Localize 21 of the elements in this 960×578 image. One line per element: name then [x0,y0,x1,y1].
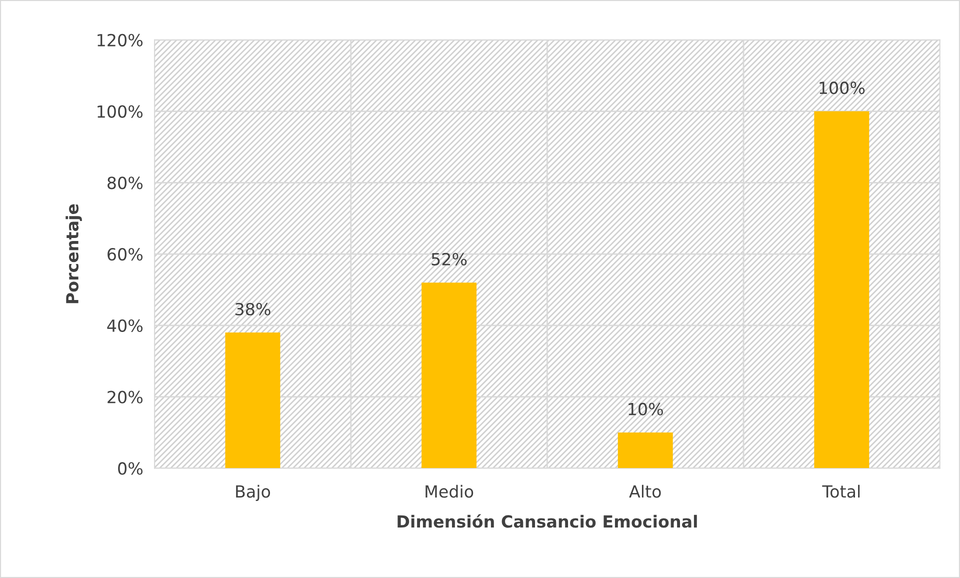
bar [814,111,870,468]
data-label: 38% [235,302,270,316]
bar [422,282,477,468]
y-tick-label: 20% [108,390,143,404]
bar [618,432,673,468]
x-tick-label: Alto [629,484,661,498]
x-tick-label: Total [822,484,860,498]
x-axis-title: Dimensión Cansancio Emocional [398,514,697,528]
y-tick-label: 120% [98,34,143,46]
y-tick-label: 0% [118,462,143,475]
data-label: 10% [628,402,663,416]
y-tick-label: 100% [98,105,143,118]
y-axis-title: Porcentaje [66,204,82,304]
data-label: 52% [432,252,467,266]
y-tick-label: 60% [108,248,143,261]
x-tick-label: Medio [426,484,474,498]
bar [225,332,280,468]
y-tick-label: 40% [107,319,143,332]
data-label: 100% [820,82,865,94]
x-tick-label: Bajo [236,484,270,501]
y-tick-label: 80% [108,176,143,190]
